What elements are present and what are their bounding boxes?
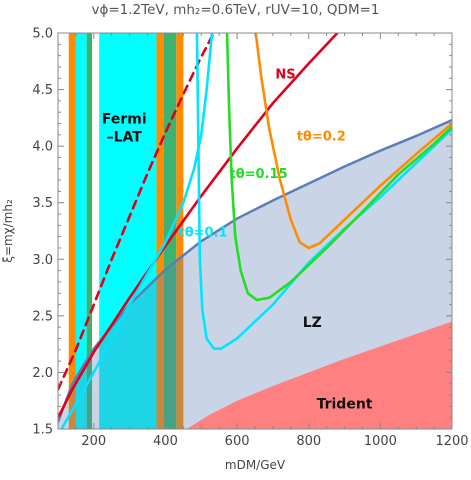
series-t0.15 xyxy=(225,33,452,302)
series-t0.1-valley xyxy=(195,33,452,350)
series-NS xyxy=(58,33,339,419)
series-t0.2 xyxy=(254,33,452,250)
orange-bands-band-0 xyxy=(68,33,76,429)
y-tick-label-5: 5.0 xyxy=(32,27,53,42)
x-axis-title: mDM/GeV xyxy=(225,458,286,472)
y-tick-label-3: 3.0 xyxy=(32,253,53,268)
annotation-1-line-0: tθ=0.2 xyxy=(297,129,346,144)
annotation-3: tθ=0.1 xyxy=(179,226,228,241)
annotation-4: Fermi –LAT xyxy=(102,112,147,146)
annotation-6-line-0: Trident xyxy=(317,397,373,413)
plot-title: vϕ=1.2TeV, mh₂=0.6TeV, rUV=10, QDM=1 xyxy=(91,2,380,18)
trident-region xyxy=(186,321,452,429)
y-tick-label-3.5: 3.5 xyxy=(32,196,53,211)
lz-boundary-line xyxy=(58,118,452,423)
series-NS-dashed xyxy=(58,33,216,391)
Fermi-LAT-band-1 xyxy=(99,33,157,429)
annotation-1: tθ=0.2 xyxy=(297,129,346,144)
annotation-2: tθ=0.15 xyxy=(230,167,288,182)
plot-area xyxy=(58,33,452,429)
annotation-6: Trident xyxy=(317,397,373,413)
annotation-4-line-0: Fermi xyxy=(102,112,147,128)
y-tick-label-4.5: 4.5 xyxy=(32,83,53,98)
Fermi-LAT-band-0 xyxy=(75,33,87,429)
x-tick-label-200: 200 xyxy=(81,434,106,449)
annotation-3-line-0: tθ=0.1 xyxy=(179,226,228,241)
y-tick-label-2: 2.0 xyxy=(32,366,53,381)
x-tick-label-400: 400 xyxy=(153,434,178,449)
annotation-5-line-0: LZ xyxy=(303,315,322,331)
series-t0.1 xyxy=(60,33,214,429)
x-tick-label-1000: 1000 xyxy=(364,434,397,449)
green-bands-band-0 xyxy=(86,33,93,429)
annotation-4-line-1: –LAT xyxy=(107,130,143,146)
y-tick-label-2.5: 2.5 xyxy=(32,309,53,324)
x-tick-label-600: 600 xyxy=(225,434,250,449)
orange-bands-band-2 xyxy=(176,33,184,429)
annotation-2-line-0: tθ=0.15 xyxy=(230,167,288,182)
annotation-0-line-0: NS xyxy=(275,67,295,82)
y-tick-label-1.5: 1.5 xyxy=(32,423,53,438)
orange-bands-band-1 xyxy=(156,33,164,429)
x-tick-label-1200: 1200 xyxy=(435,434,468,449)
annotation-0: NS xyxy=(275,67,295,82)
annotation-5: LZ xyxy=(303,315,322,331)
y-tick-label-4: 4.0 xyxy=(32,140,53,155)
y-axis-title: ξ=mχ/mh₂ xyxy=(1,199,15,263)
x-tick-label-800: 800 xyxy=(296,434,321,449)
lz-region xyxy=(58,120,452,429)
